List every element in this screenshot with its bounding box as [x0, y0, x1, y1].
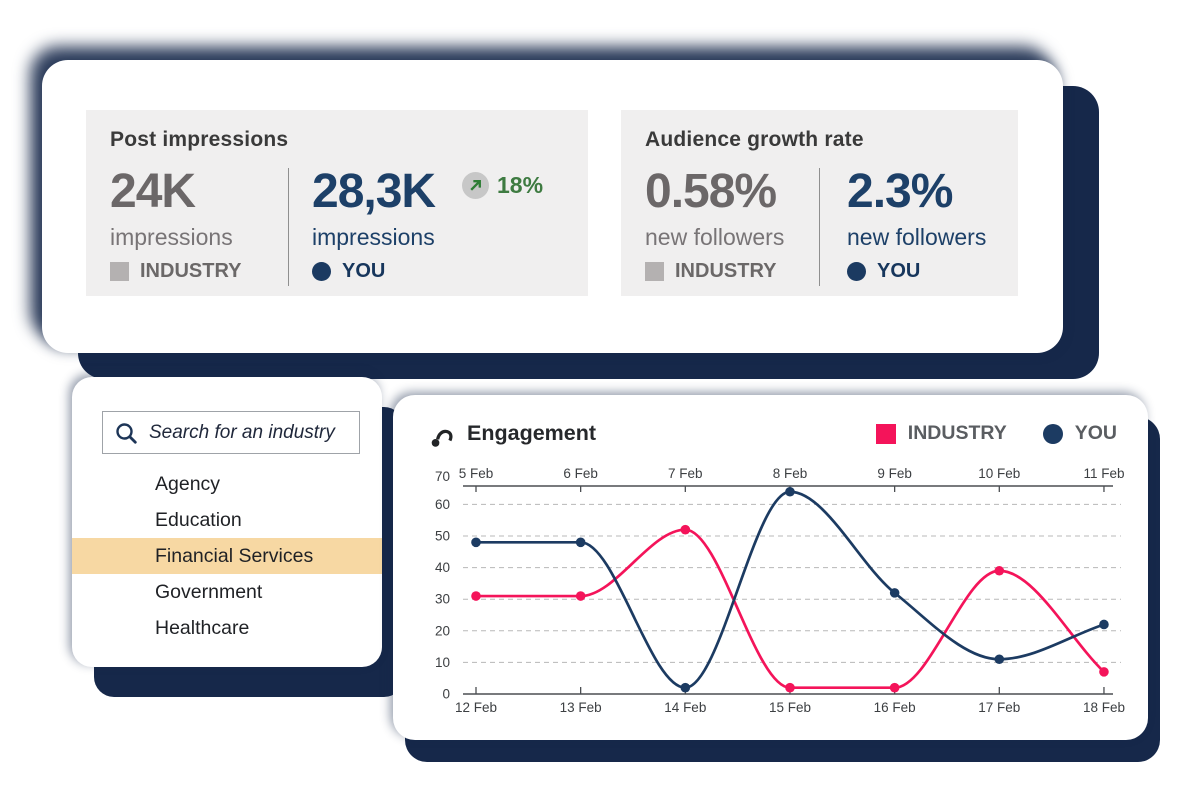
panel-title: Post impressions: [110, 128, 289, 151]
engagement-chart-card: Engagement INDUSTRY YOU 5 Feb 6 Feb 7 Feb 8…: [393, 395, 1148, 740]
bottom-axis-label: 13 Feb: [560, 700, 602, 715]
top-axis-label: 7 Feb: [668, 466, 703, 481]
data-point-you: [889, 588, 900, 598]
bottom-axis-label: 18 Feb: [1083, 700, 1125, 715]
post-impressions-panel: Post impressions 24K impressions INDUSTR…: [86, 110, 588, 296]
search-box: [102, 411, 360, 454]
bottom-axis-label: 12 Feb: [455, 700, 497, 715]
you-unit: impressions: [312, 224, 435, 250]
top-axis-label: 9 Feb: [877, 466, 912, 481]
industry-unit: new followers: [645, 224, 785, 250]
data-point-you: [994, 654, 1005, 665]
industry-label: INDUSTRY: [140, 260, 242, 282]
search-input[interactable]: [103, 412, 359, 453]
y-axis-label: 20: [435, 623, 450, 638]
top-axis-label: 8 Feb: [773, 466, 808, 481]
top-axis-label: 11 Feb: [1083, 466, 1124, 481]
you-unit: new followers: [847, 224, 987, 250]
industry-swatch-icon: [645, 262, 664, 281]
industry-label: INDUSTRY: [675, 260, 777, 282]
you-value: 2.3%: [847, 165, 953, 218]
top-axis-label: 6 Feb: [563, 466, 598, 481]
data-point-you: [785, 486, 795, 497]
y-axis-label: 30: [435, 592, 450, 607]
industry-list-item[interactable]: Financial Services: [72, 538, 382, 574]
industry-legend-label: INDUSTRY: [907, 422, 1007, 444]
engagement-line-chart: 5 Feb 6 Feb 7 Feb 8 Feb 9 Feb 10 Feb 11 Feb 12 …: [435, 466, 1125, 715]
data-point-you: [680, 682, 691, 693]
you-label: YOU: [877, 260, 921, 282]
y-axis-label: 50: [435, 529, 450, 544]
series-line-you: [475, 490, 1105, 690]
you-legend-label: YOU: [1074, 422, 1117, 444]
data-point-you: [575, 537, 586, 548]
y-axis-label: 60: [435, 497, 450, 512]
engagement-icon: [429, 422, 457, 450]
bottom-axis-label: 17 Feb: [978, 700, 1020, 715]
you-label: YOU: [342, 260, 386, 282]
industry-search-card: Agency Education Financial Services Governm…: [72, 377, 382, 667]
legend-entry-you: YOU: [1042, 422, 1117, 445]
audience-growth-panel: Audience growth rate 0.58% new followers…: [621, 110, 1018, 296]
data-point-industry: [680, 524, 691, 535]
industry-value: 0.58%: [645, 165, 777, 218]
bottom-axis-label: 15 Feb: [769, 700, 811, 715]
you-swatch-icon: [312, 262, 331, 281]
legend-entry-industry: INDUSTRY: [875, 422, 1007, 445]
data-point-industry: [1099, 667, 1109, 677]
chart-header: Engagement INDUSTRY YOU: [393, 395, 1148, 455]
industry-list-item[interactable]: Healthcare: [155, 616, 250, 639]
data-point-you: [471, 537, 481, 548]
growth-percent: 18%: [497, 172, 544, 198]
chart-legend: INDUSTRY YOU: [875, 422, 1117, 445]
data-point-you: [1099, 619, 1109, 630]
industry-legend-swatch-icon: [875, 423, 896, 444]
industry-list-item[interactable]: Agency: [155, 472, 221, 495]
panel-divider: [288, 168, 289, 286]
data-point-industry: [785, 682, 795, 693]
top-axis-label: 10 Feb: [978, 466, 1020, 481]
trend-up-icon: [462, 172, 489, 199]
panel-title: Audience growth rate: [645, 128, 864, 151]
data-point-industry: [994, 565, 1005, 576]
y-axis-label: 0: [442, 687, 450, 702]
data-point-industry: [889, 682, 900, 693]
y-axis-label: 10: [435, 655, 450, 670]
series-line-industry: [476, 528, 1105, 690]
you-legend-swatch-icon: [1042, 423, 1063, 444]
industry-swatch-icon: [110, 262, 129, 281]
stats-card: Post impressions 24K impressions INDUSTR…: [42, 60, 1063, 353]
you-value: 28,3K: [312, 165, 436, 218]
industry-list-item[interactable]: Government: [155, 580, 263, 603]
growth-badge: 18%: [462, 172, 543, 199]
panel-divider: [819, 168, 820, 286]
industry-unit: impressions: [110, 224, 233, 250]
industry-list-item[interactable]: Education: [155, 508, 242, 531]
bottom-axis-label: 14 Feb: [664, 700, 706, 715]
bottom-axis-label: 16 Feb: [874, 700, 916, 715]
you-swatch-icon: [847, 262, 866, 281]
data-point-industry: [575, 591, 586, 601]
y-axis-label: 40: [435, 560, 450, 575]
y-axis-label: 70: [435, 469, 450, 484]
industry-value: 24K: [110, 165, 196, 218]
chart-title: Engagement: [467, 421, 597, 445]
industry-list: Agency Education Financial Services Governm…: [72, 466, 382, 646]
top-axis-label: 5 Feb: [459, 466, 494, 481]
data-point-industry: [471, 591, 481, 601]
